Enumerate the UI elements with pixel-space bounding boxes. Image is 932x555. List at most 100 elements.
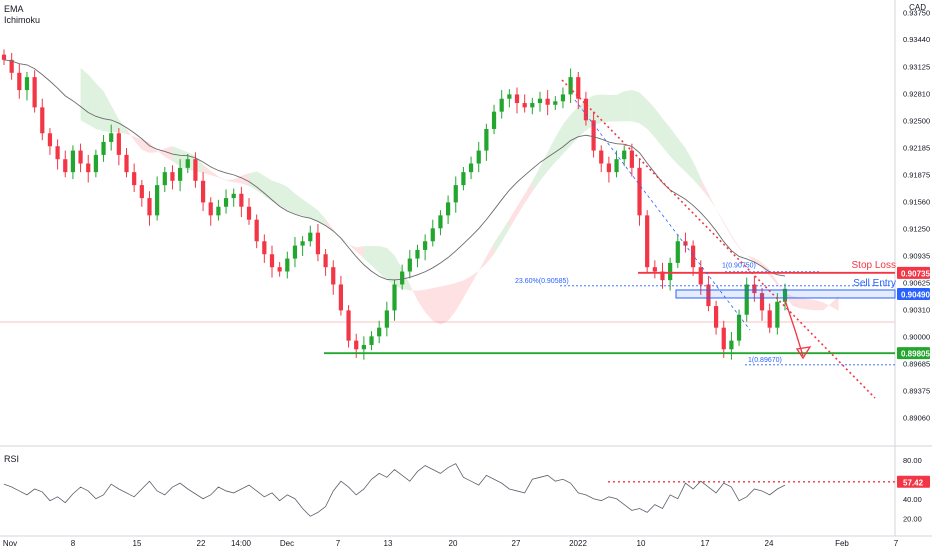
candle-body <box>17 72 22 91</box>
cloud-segment <box>601 94 609 123</box>
candle-body <box>47 133 53 147</box>
time-tick-label: 17 <box>701 539 710 548</box>
cloud-segment <box>141 139 150 153</box>
price-tick-label: 0.91875 <box>903 170 930 179</box>
cloud-segment <box>363 246 372 266</box>
legend-rsi: RSI <box>4 454 20 464</box>
time-tick-label: 20 <box>449 539 458 548</box>
candle-body <box>239 193 244 207</box>
candle-body <box>254 219 259 242</box>
cloud-segment <box>677 138 686 172</box>
ema-line <box>3 59 786 281</box>
cloud-segment <box>271 180 280 207</box>
cloud-segment <box>517 194 525 216</box>
price-label-box <box>897 347 930 360</box>
sell-entry-zone <box>675 289 896 299</box>
cloud-segment <box>455 280 464 311</box>
candle-body <box>93 154 98 173</box>
candle-body <box>162 172 167 186</box>
candle-body <box>537 98 543 104</box>
candle-body <box>346 310 351 341</box>
price-label-box <box>897 287 930 300</box>
time-tick-label: 14:00 <box>231 539 252 548</box>
cloud-segment <box>164 146 173 162</box>
price-tick-label: 0.92500 <box>903 116 930 125</box>
candle-body <box>78 150 83 164</box>
candle-body <box>461 172 466 186</box>
cloud-segment <box>624 89 632 122</box>
candle-body <box>262 241 267 255</box>
annotations: Stop Loss Sell Entry 1(0.90750) 23.60%(0.90… <box>324 79 930 399</box>
cloud-segment <box>386 247 395 286</box>
cloud-segment <box>95 83 104 132</box>
cloud-segment <box>670 127 678 165</box>
candle-body <box>736 314 742 341</box>
stop-loss-text: Stop Loss <box>852 260 896 271</box>
candle-body <box>231 193 236 199</box>
price-tick-label: 0.90310 <box>903 306 930 315</box>
candle-body <box>767 310 772 328</box>
candle-body <box>545 98 550 105</box>
rsi-value-text: 57.42 <box>903 478 924 487</box>
cloud-segment <box>432 286 441 325</box>
cloud-segment <box>348 244 357 252</box>
cloud-segment <box>440 284 449 325</box>
candle-body <box>645 215 650 268</box>
candle-body <box>70 150 76 173</box>
candle-body <box>208 202 213 216</box>
candle-body <box>292 245 298 259</box>
price-tick-label: 0.90935 <box>903 252 930 261</box>
legend-ichimoku: Ichimoku <box>4 15 41 25</box>
sell-arrow-head <box>795 346 812 360</box>
candle-body <box>583 98 589 121</box>
rsi-pane: 80.00 40.00 20.00 57.42 <box>3 456 930 523</box>
candle-body <box>315 232 321 255</box>
candle-body <box>377 327 382 337</box>
candle-body <box>423 241 428 250</box>
time-tick-label: 8 <box>71 539 76 548</box>
time-tick-label: Nov <box>3 539 17 548</box>
cloud-segment <box>708 193 717 210</box>
ema-path <box>3 59 786 281</box>
candle-body <box>400 271 405 285</box>
rsi-tick-label: 40.00 <box>903 495 922 504</box>
price-tick-label: 0.89375 <box>903 386 930 395</box>
candle-body <box>775 301 780 328</box>
candle-body <box>468 163 474 173</box>
candle-body <box>415 249 420 259</box>
legend-ema: EMA <box>4 4 24 14</box>
candle-body <box>116 133 121 155</box>
candle-body <box>782 288 788 302</box>
candle-body <box>744 284 749 315</box>
candle-body <box>369 336 374 345</box>
candle-body <box>1 54 7 60</box>
candle-body <box>591 120 596 151</box>
candle-body <box>407 258 412 272</box>
trendline-resistance <box>561 79 876 399</box>
price-tick-label: 0.93125 <box>903 62 930 71</box>
candle-body <box>491 111 497 129</box>
candle-body <box>553 101 558 105</box>
time-tick-label: Feb <box>835 539 849 548</box>
cloud-segment <box>631 89 640 124</box>
candle-body <box>622 150 627 160</box>
candle-body <box>170 172 175 181</box>
cloud-segment <box>524 181 533 204</box>
sell-entry-text: Sell Entry <box>853 278 896 289</box>
cloud-segment <box>792 296 801 309</box>
cloud-segment <box>249 171 257 191</box>
cloud-segment <box>279 183 288 211</box>
cloud-segment <box>608 94 617 122</box>
cloud-segment <box>685 147 694 180</box>
candle-body <box>752 284 757 294</box>
candle-body <box>178 167 183 181</box>
cloud-segment <box>570 106 579 146</box>
cloud-segment <box>800 297 808 310</box>
cloud-segment <box>815 300 824 311</box>
cloud-segment <box>739 246 747 256</box>
cloud-segment <box>700 178 709 198</box>
candles <box>1 49 788 360</box>
rsi-tick-label: 80.00 <box>903 456 922 465</box>
cloud-segment <box>616 91 625 122</box>
